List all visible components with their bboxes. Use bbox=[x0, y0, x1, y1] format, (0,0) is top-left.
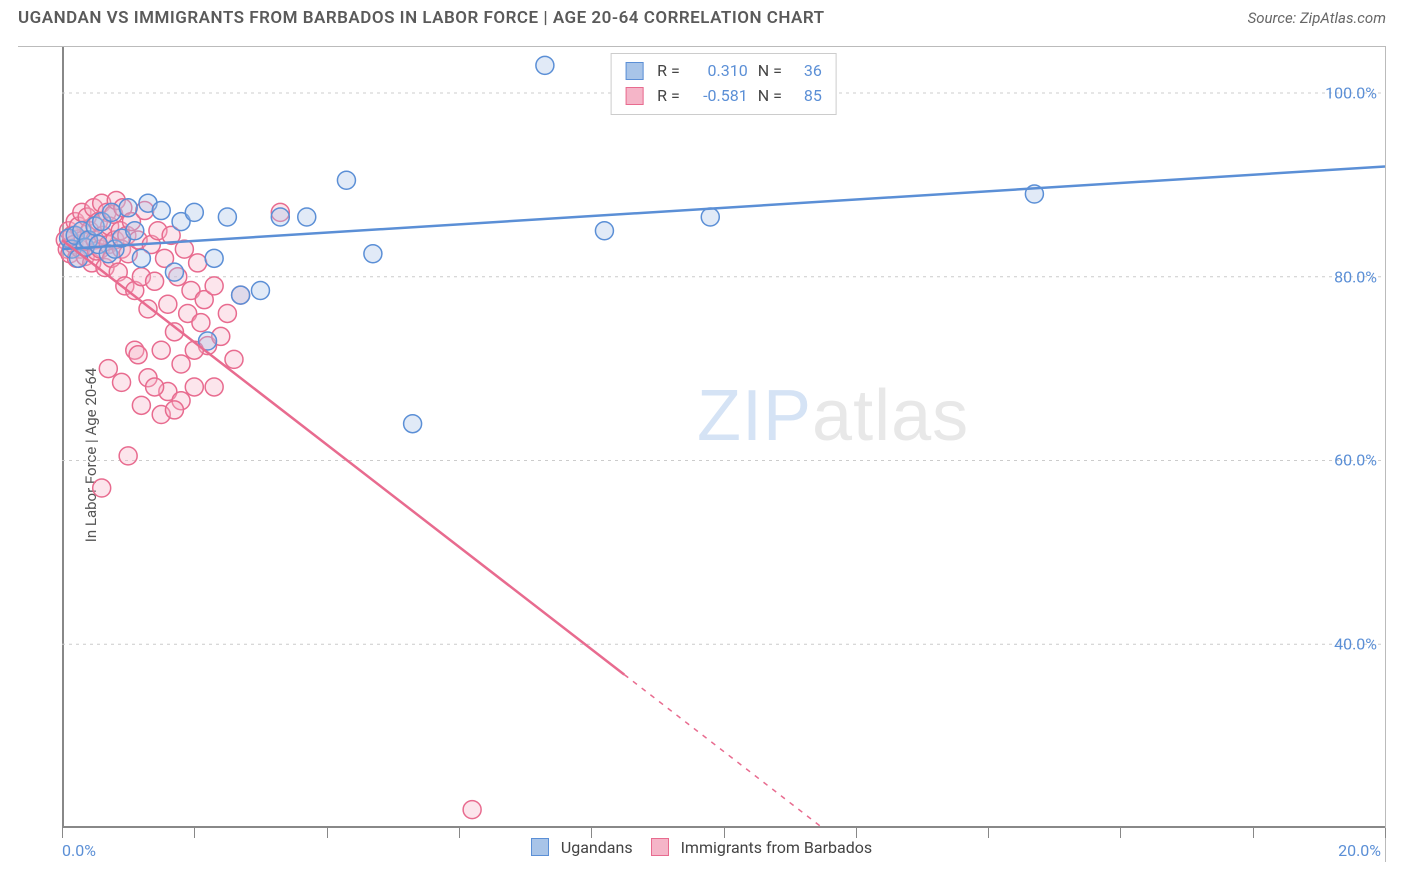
stats-row-ugandans: R = 0.310 N = 36 bbox=[625, 59, 822, 84]
stat-r-label: R = bbox=[657, 84, 680, 109]
stat-r-barbados: -0.581 bbox=[690, 84, 748, 109]
y-tick-label: 60.0% bbox=[1334, 451, 1377, 470]
correlation-stats-box: R = 0.310 N = 36 R = -0.581 N = 85 bbox=[610, 53, 837, 115]
legend-item-ugandans: Ugandans bbox=[531, 838, 633, 857]
chart-header: UGANDAN VS IMMIGRANTS FROM BARBADOS IN L… bbox=[0, 0, 1406, 36]
stats-row-barbados: R = -0.581 N = 85 bbox=[625, 84, 822, 109]
chart-title: UGANDAN VS IMMIGRANTS FROM BARBADOS IN L… bbox=[18, 8, 825, 28]
stat-r-ugandans: 0.310 bbox=[690, 59, 748, 84]
legend-label-barbados: Immigrants from Barbados bbox=[681, 838, 873, 857]
legend-swatch-barbados bbox=[651, 838, 669, 856]
stat-n-barbados: 85 bbox=[792, 84, 822, 109]
swatch-ugandans bbox=[625, 62, 643, 80]
stat-n-ugandans: 36 bbox=[792, 59, 822, 84]
legend-item-barbados: Immigrants from Barbados bbox=[651, 838, 873, 857]
chart-container: In Labor Force | Age 20-64 ZIPatlas R = … bbox=[18, 46, 1386, 862]
legend-swatch-ugandans bbox=[531, 838, 549, 856]
legend-label-ugandans: Ugandans bbox=[561, 838, 633, 857]
source-attribution: Source: ZipAtlas.com bbox=[1248, 9, 1386, 27]
stat-r-label: R = bbox=[657, 59, 680, 84]
legend: Ugandans Immigrants from Barbados bbox=[18, 832, 1385, 862]
y-tick-label: 80.0% bbox=[1334, 267, 1377, 286]
x-tick bbox=[1385, 828, 1386, 838]
stat-n-label: N = bbox=[758, 84, 782, 109]
swatch-barbados bbox=[625, 87, 643, 105]
y-tick-label: 40.0% bbox=[1334, 635, 1377, 654]
plot-svg bbox=[62, 47, 1385, 828]
stat-n-label: N = bbox=[758, 59, 782, 84]
plot-area: ZIPatlas R = 0.310 N = 36 R = -0.581 N =… bbox=[62, 47, 1385, 828]
y-tick-label: 100.0% bbox=[1325, 83, 1377, 102]
